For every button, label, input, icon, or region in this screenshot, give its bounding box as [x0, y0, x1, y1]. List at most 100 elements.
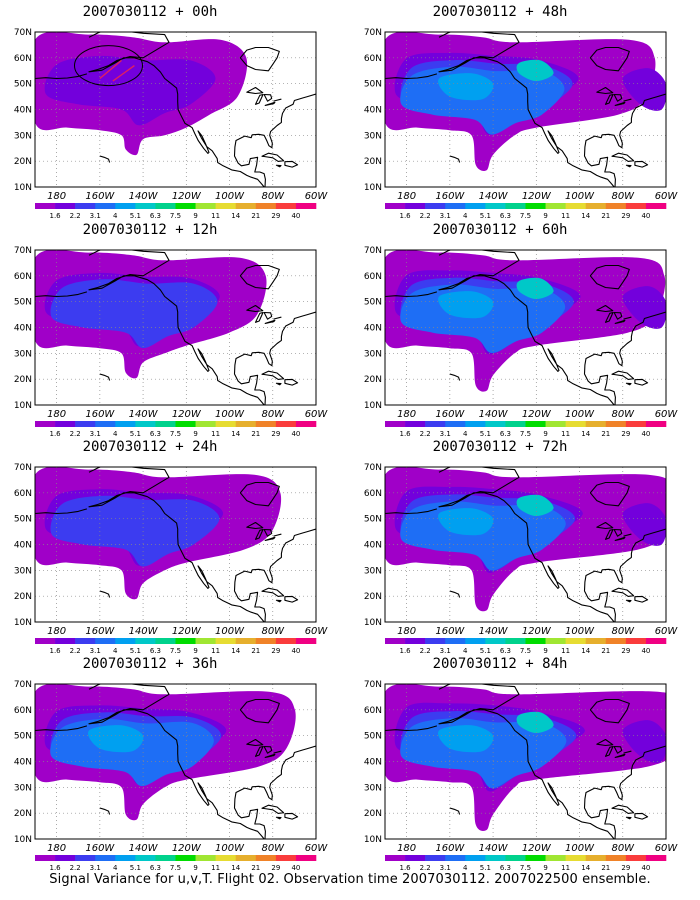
coastline: [284, 160, 299, 168]
coastline: [596, 304, 614, 313]
colorbar-label: 14: [581, 212, 590, 220]
colorbar-label: 2.2: [70, 864, 81, 872]
coastline: [449, 155, 461, 163]
colorbar-label: 1.6: [400, 864, 412, 872]
lon-tick-label: 60W: [305, 843, 329, 854]
lat-tick-label: 30N: [14, 566, 32, 576]
lon-tick-label: 140W: [129, 409, 159, 420]
colorbar-label: 2.2: [70, 430, 81, 438]
lat-tick-label: 30N: [14, 783, 32, 793]
lon-tick-label: 120W: [522, 626, 552, 637]
lon-tick-label: 140W: [479, 843, 509, 854]
colorbar-label: 9: [193, 212, 197, 220]
coastline: [614, 319, 626, 324]
colorbar-swatch: [75, 638, 96, 644]
colorbar-swatch: [405, 855, 426, 861]
lat-tick-label: 20N: [364, 809, 382, 819]
colorbar-swatch: [195, 203, 216, 209]
colorbar-swatch: [115, 203, 136, 209]
colorbar-label: 3.1: [440, 430, 451, 438]
lat-tick-label: 70N: [14, 680, 32, 690]
lat-tick-label: 30N: [364, 566, 382, 576]
lon-tick-label: 60W: [655, 191, 679, 202]
colorbar-label: 2.2: [420, 212, 431, 220]
coastline: [449, 590, 461, 598]
colorbar-label: 7.5: [170, 212, 181, 220]
coastline: [634, 378, 649, 386]
colorbar-label: 29: [271, 647, 280, 655]
coastline: [99, 807, 111, 815]
colorbar-swatch: [155, 855, 176, 861]
colorbar-swatch: [155, 638, 176, 644]
lat-tick-label: 20N: [364, 592, 382, 602]
map-panel: 2007030112 + 12h 70N 60N 50N 40N 30N 20N 10N 180…: [0, 218, 340, 438]
colorbar-label: 14: [581, 864, 590, 872]
variance-map: 70N 60N 50N 40N 30N 20N 10N 180 160W 140W 120W 100W…: [14, 463, 329, 655]
colorbar-label: 4: [463, 212, 468, 220]
colorbar-swatch: [585, 421, 607, 427]
colorbar-label: 11: [211, 430, 220, 438]
colorbar-label: 21: [251, 864, 260, 872]
coastline: [614, 101, 626, 106]
lon-tick-label: 120W: [172, 843, 202, 854]
colorbar-label: 40: [641, 864, 650, 872]
colorbar-swatch: [405, 638, 426, 644]
colorbar-label: 14: [581, 430, 590, 438]
lat-tick-label: 60N: [364, 489, 382, 499]
map-panel: 2007030112 + 84h 70N 60N 50N 40N 30N 20N 10N 180…: [350, 652, 690, 872]
coastline: [239, 481, 280, 507]
colorbar-swatch: [35, 855, 56, 861]
colorbar-swatch: [255, 855, 277, 861]
lat-tick-label: 70N: [364, 680, 382, 690]
lon-tick-label: 160W: [85, 843, 115, 854]
colorbar-label: 4: [113, 430, 118, 438]
colorbar-label: 5.1: [480, 430, 491, 438]
coastline: [273, 98, 282, 102]
colorbar-label: 5.1: [480, 864, 491, 872]
lon-tick-label: 180: [397, 191, 416, 202]
lon-tick-label: 80W: [611, 409, 635, 420]
coastline: [264, 753, 276, 758]
colorbar-label: 3.1: [440, 647, 451, 655]
lat-tick-label: 30N: [364, 131, 382, 141]
map-frame: [34, 466, 317, 623]
colorbar-label: 9: [193, 864, 197, 872]
panel-title: 2007030112 + 36h: [82, 656, 218, 672]
variance-contour: [622, 286, 666, 329]
lon-tick-label: 120W: [172, 409, 202, 420]
colorbar-swatch: [505, 421, 526, 427]
coastline: [261, 804, 285, 814]
colorbar-swatch: [275, 203, 297, 209]
colorbar-swatch: [485, 421, 506, 427]
colorbar-swatch: [425, 638, 446, 644]
coastline: [284, 378, 299, 386]
lon-tick-label: 140W: [479, 191, 509, 202]
lon-tick-label: 100W: [215, 843, 245, 854]
colorbar-label: 9: [193, 647, 197, 655]
colorbar-swatch: [295, 638, 317, 644]
colorbar-swatch: [35, 421, 56, 427]
colorbar-swatch: [275, 855, 297, 861]
panel-title: 2007030112 + 72h: [432, 439, 568, 455]
lat-tick-label: 50N: [14, 515, 32, 525]
colorbar-swatch: [195, 638, 216, 644]
colorbar-swatch: [605, 203, 627, 209]
coastline: [623, 316, 632, 320]
coastline: [583, 311, 666, 405]
panel-title: 2007030112 + 48h: [432, 4, 568, 20]
colorbar-label: 5.1: [130, 864, 141, 872]
colorbar-swatch: [135, 638, 156, 644]
colorbar-swatch: [525, 638, 546, 644]
figure-caption: Signal Variance for u,v,T. Flight 02. Ob…: [49, 872, 651, 887]
lon-tick-label: 140W: [479, 409, 509, 420]
lon-tick-label: 120W: [522, 191, 552, 202]
lat-tick-label: 20N: [364, 157, 382, 167]
lon-tick-label: 140W: [129, 191, 159, 202]
lat-tick-label: 20N: [14, 375, 32, 385]
lon-tick-label: 180: [397, 843, 416, 854]
colorbar-swatch: [585, 638, 607, 644]
coastline: [261, 152, 285, 162]
colorbar-swatch: [235, 638, 257, 644]
lon-tick-label: 180: [47, 626, 66, 637]
colorbar-label: 21: [251, 647, 260, 655]
